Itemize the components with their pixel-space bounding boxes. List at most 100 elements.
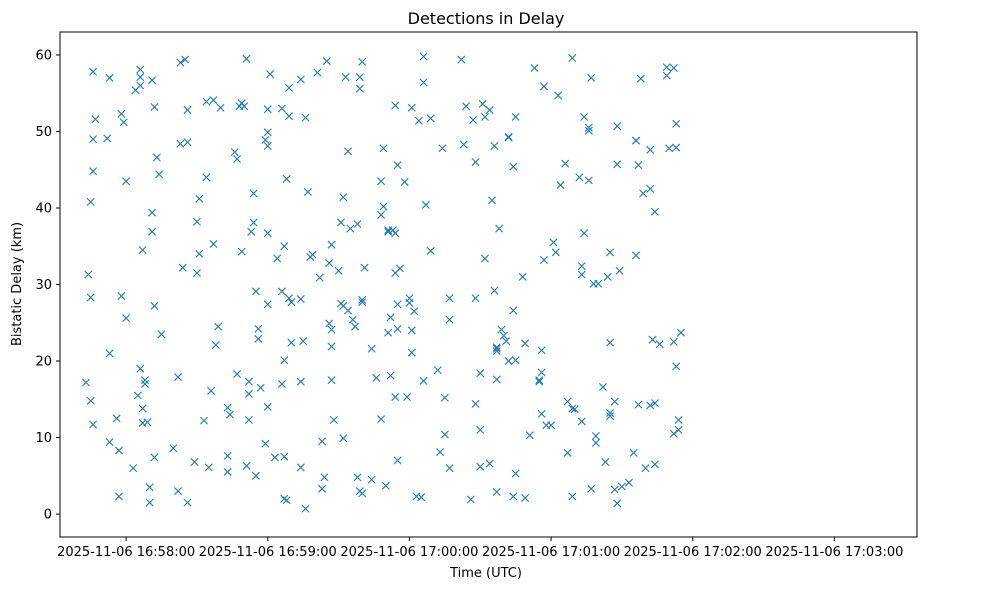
data-point-marker xyxy=(277,104,286,113)
data-point-marker xyxy=(247,227,256,236)
data-point-marker xyxy=(509,492,518,501)
x-tick-label: 2025-11-06 17:03:00 xyxy=(765,545,903,560)
data-point-marker xyxy=(407,348,416,357)
data-point-marker xyxy=(296,463,305,472)
y-tick-label: 40 xyxy=(35,201,52,216)
data-point-marker xyxy=(521,339,530,348)
data-point-marker xyxy=(393,456,402,465)
data-point-marker xyxy=(195,249,204,258)
data-point-marker xyxy=(511,112,520,121)
data-point-marker xyxy=(672,143,681,152)
data-point-marker xyxy=(303,187,312,196)
data-point-marker xyxy=(606,248,615,257)
data-point-marker xyxy=(183,138,192,147)
data-point-marker xyxy=(646,401,655,410)
data-point-marker xyxy=(136,65,145,74)
data-point-marker xyxy=(518,272,527,281)
data-point-marker xyxy=(282,496,291,505)
data-point-marker xyxy=(325,259,334,268)
data-point-marker xyxy=(584,126,593,135)
data-point-marker xyxy=(669,429,678,438)
data-point-marker xyxy=(445,315,454,324)
data-point-marker xyxy=(568,492,577,501)
data-point-marker xyxy=(539,256,548,265)
data-point-marker xyxy=(202,173,211,182)
data-point-marker xyxy=(457,55,466,64)
data-point-marker xyxy=(537,368,546,377)
data-point-marker xyxy=(263,300,272,309)
data-point-marker xyxy=(339,193,348,202)
data-point-marker xyxy=(285,294,293,303)
data-point-marker xyxy=(358,295,367,304)
x-tick-label: 2025-11-06 16:59:00 xyxy=(199,545,337,560)
data-point-marker xyxy=(580,112,589,121)
data-point-marker xyxy=(476,369,485,378)
data-point-marker xyxy=(223,467,232,476)
data-point-marker xyxy=(525,431,534,440)
data-point-marker xyxy=(381,481,390,490)
data-point-marker xyxy=(419,78,428,87)
data-point-marker xyxy=(379,202,388,211)
data-point-marker xyxy=(676,328,685,337)
data-point-marker xyxy=(122,314,131,323)
data-point-marker xyxy=(655,340,664,349)
data-point-marker xyxy=(471,158,480,167)
data-point-marker xyxy=(355,84,364,93)
data-point-marker xyxy=(327,240,336,249)
data-point-marker xyxy=(495,224,504,233)
data-point-marker xyxy=(492,344,501,353)
y-axis-label: Bistatic Delay (km) xyxy=(10,222,25,346)
data-point-marker xyxy=(233,370,242,379)
data-point-marker xyxy=(641,464,650,473)
data-point-marker xyxy=(556,181,565,190)
data-point-marker xyxy=(492,343,501,352)
data-point-marker xyxy=(674,425,683,434)
data-point-marker xyxy=(336,218,345,227)
data-point-marker xyxy=(537,346,546,355)
data-point-marker xyxy=(476,462,485,471)
y-tick-label: 30 xyxy=(35,278,52,293)
data-point-marker xyxy=(157,330,166,339)
data-point-marker xyxy=(240,102,249,111)
data-point-marker xyxy=(148,208,157,217)
data-point-marker xyxy=(386,313,395,322)
data-point-marker xyxy=(499,331,508,340)
data-point-marker xyxy=(632,136,641,145)
data-point-marker xyxy=(426,114,435,123)
data-point-marker xyxy=(462,102,471,111)
data-point-marker xyxy=(372,373,381,382)
data-point-marker xyxy=(136,73,145,82)
data-point-marker xyxy=(504,132,513,141)
data-point-marker xyxy=(594,279,603,288)
data-point-marker xyxy=(176,58,185,67)
data-point-marker xyxy=(587,484,596,493)
data-point-marker xyxy=(261,439,270,448)
data-point-marker xyxy=(277,287,286,296)
data-point-marker xyxy=(301,504,310,513)
data-point-marker xyxy=(89,167,98,176)
data-point-marker xyxy=(440,393,449,402)
data-point-marker xyxy=(426,246,435,255)
data-point-marker xyxy=(233,155,242,164)
data-point-marker xyxy=(318,437,327,446)
data-point-marker xyxy=(440,430,449,439)
data-point-marker xyxy=(211,340,220,349)
data-point-marker xyxy=(379,144,388,153)
data-point-marker xyxy=(251,287,260,296)
data-point-marker xyxy=(599,383,607,392)
data-point-marker xyxy=(327,342,336,351)
data-point-marker xyxy=(646,145,655,154)
data-point-marker xyxy=(249,218,258,227)
data-point-marker xyxy=(89,135,98,144)
data-point-marker xyxy=(421,200,430,209)
data-point-marker xyxy=(254,334,263,343)
data-point-marker xyxy=(634,161,643,170)
data-point-marker xyxy=(339,434,348,443)
data-point-marker xyxy=(419,52,428,61)
data-point-marker xyxy=(327,325,336,334)
data-point-marker xyxy=(251,471,260,480)
data-point-marker xyxy=(214,322,223,331)
data-point-marker xyxy=(414,116,423,125)
data-point-marker xyxy=(395,264,404,273)
data-point-marker xyxy=(400,177,409,186)
